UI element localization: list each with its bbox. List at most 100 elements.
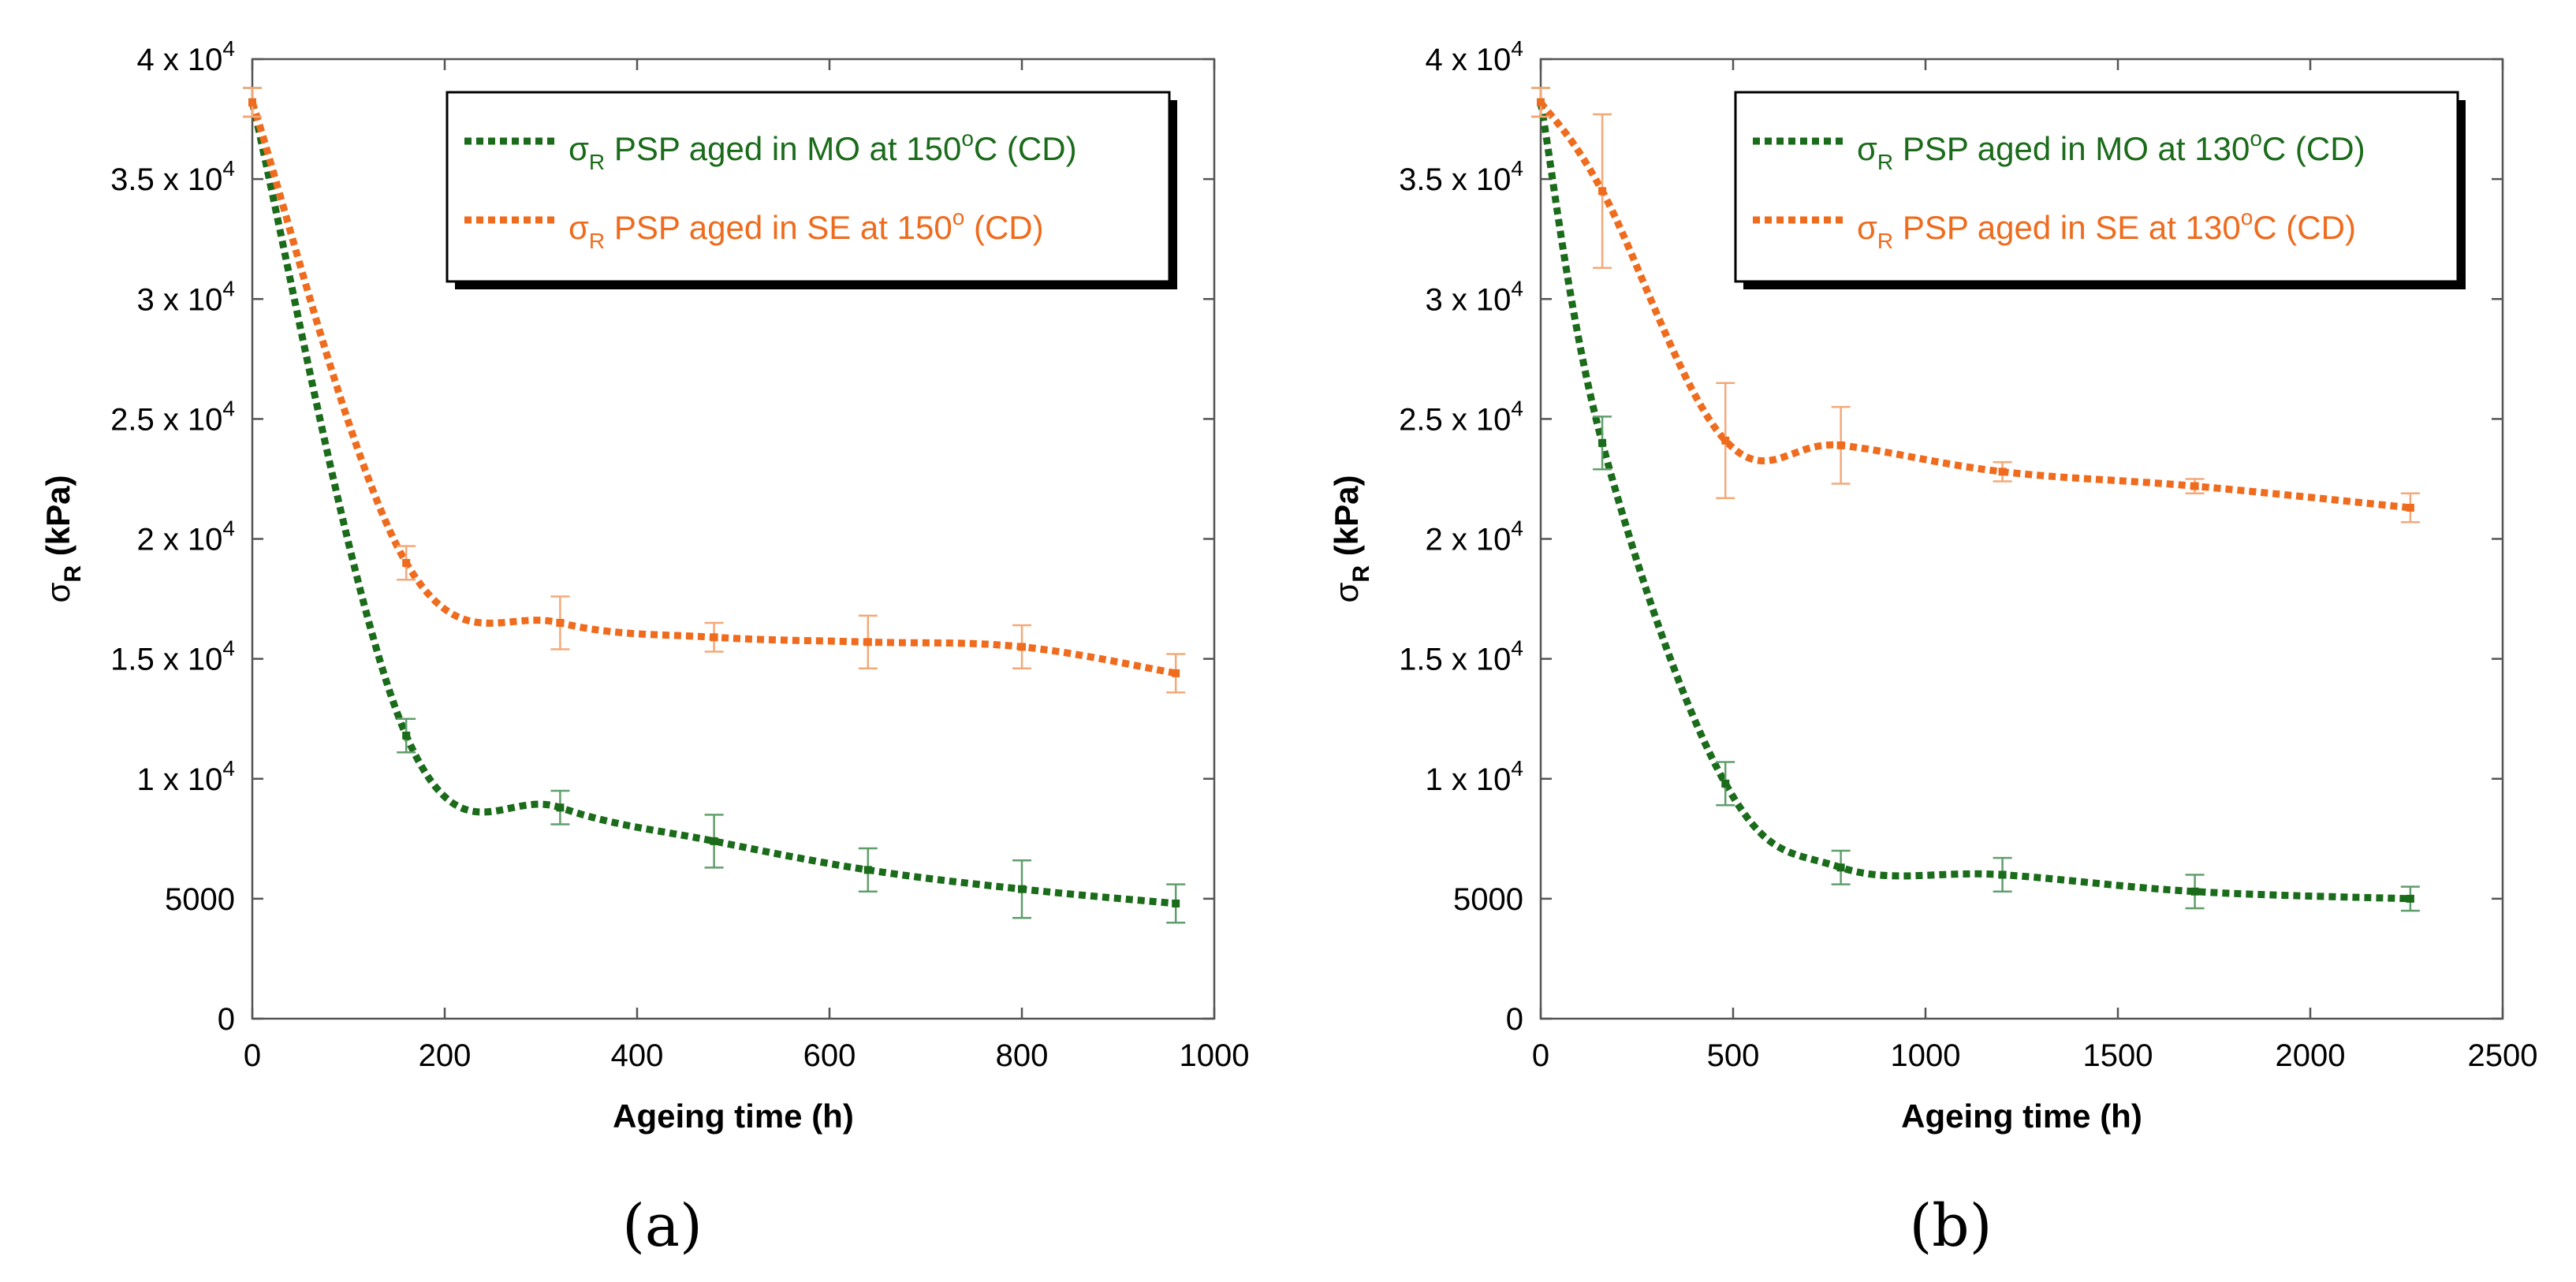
- legend-subscript: R: [589, 150, 605, 174]
- y-tick-mantissa: 1.5 x 10: [1399, 643, 1511, 677]
- data-point: [710, 837, 718, 845]
- legend-subscript: R: [1877, 229, 1893, 253]
- y-tick-mantissa: 3.5 x 10: [110, 162, 222, 197]
- legend-text-end: C (CD): [2253, 209, 2356, 246]
- y-tick-exponent: 4: [1511, 36, 1523, 61]
- legend-entry-1: σR PSP aged in SE at 130oC (CD): [1857, 205, 2356, 253]
- y-tick-label: 2.5 x 104: [1399, 396, 1523, 437]
- legend-box: [445, 91, 1171, 283]
- y-tick-label: 3.5 x 104: [110, 156, 235, 197]
- legend-text-end: C (CD): [974, 130, 1077, 167]
- y-tick-exponent: 4: [1511, 756, 1523, 781]
- legend-text-end: (CD): [964, 209, 1043, 246]
- y-tick-mantissa: 0: [218, 1002, 235, 1037]
- y-tick-label: 1 x 104: [1425, 756, 1523, 797]
- y-tick-mantissa: 1 x 10: [1425, 762, 1511, 797]
- legend-text-main: PSP aged in MO at 150: [605, 130, 961, 167]
- data-point: [556, 618, 565, 627]
- data-point: [1172, 669, 1180, 677]
- legend-symbol: σ: [569, 209, 589, 246]
- data-point: [1172, 899, 1180, 907]
- data-point: [710, 633, 718, 642]
- data-point: [863, 866, 872, 874]
- legend-subscript: R: [1877, 150, 1893, 174]
- y-tick-mantissa: 3 x 10: [1425, 282, 1511, 317]
- legend-text-main: PSP aged in SE at 130: [1893, 209, 2241, 246]
- y-tick-exponent: 4: [1511, 516, 1523, 541]
- legend-symbol: σ: [569, 130, 589, 167]
- data-point: [1598, 438, 1607, 447]
- y-tick-mantissa: 5000: [1453, 882, 1523, 917]
- data-point: [2190, 482, 2199, 490]
- legend-box: [1734, 91, 2459, 283]
- legend-entry-0: σR PSP aged in MO at 150oC (CD): [569, 126, 1077, 174]
- x-tick-label: 800: [996, 1038, 1049, 1073]
- y-tick-exponent: 4: [222, 636, 235, 661]
- x-axis-label: Ageing time (h): [1901, 1098, 2142, 1135]
- y-axis-label-subscript: R: [1348, 565, 1374, 583]
- panel-label: (b): [1909, 1192, 1992, 1260]
- y-tick-exponent: 4: [222, 756, 235, 781]
- x-tick-label: 1000: [1180, 1038, 1250, 1073]
- x-tick-label: 500: [1707, 1038, 1760, 1073]
- y-tick-label: 2.5 x 104: [110, 396, 235, 437]
- y-tick-mantissa: 0: [1506, 1002, 1523, 1037]
- legend-superscript: o: [961, 126, 974, 151]
- y-tick-mantissa: 2.5 x 10: [1399, 402, 1511, 437]
- y-tick-label: 1.5 x 104: [110, 636, 235, 677]
- y-tick-label: 3.5 x 104: [1399, 156, 1523, 197]
- data-point: [402, 731, 411, 740]
- y-axis-label-unit: (kPa): [39, 475, 76, 565]
- y-axis-label-symbol: σ: [39, 582, 76, 602]
- y-tick-mantissa: 2 x 10: [136, 523, 222, 557]
- legend-text-main: PSP aged in SE at 150: [605, 209, 952, 246]
- x-tick-label: 1500: [2083, 1038, 2153, 1073]
- y-tick-label: 3 x 104: [136, 276, 235, 317]
- y-axis-label: σR (kPa): [39, 475, 86, 603]
- series-line-0: [248, 101, 1176, 907]
- y-tick-exponent: 4: [1511, 276, 1523, 300]
- data-point: [1721, 436, 1730, 445]
- y-tick-mantissa: 4 x 10: [136, 43, 222, 77]
- x-tick-label: 0: [244, 1038, 261, 1073]
- x-tick-label: 1000: [1891, 1038, 1961, 1073]
- legend-entry-1: σR PSP aged in SE at 150o (CD): [569, 205, 1044, 253]
- y-tick-label: 3 x 104: [1425, 276, 1523, 317]
- y-tick-exponent: 4: [222, 516, 235, 541]
- y-tick-mantissa: 1.5 x 10: [110, 643, 222, 677]
- y-tick-label: 2 x 104: [1425, 516, 1523, 557]
- x-tick-label: 0: [1532, 1038, 1549, 1073]
- y-tick-mantissa: 3.5 x 10: [1399, 162, 1511, 197]
- legend-symbol: σ: [1857, 130, 1877, 167]
- series-line-0: [1537, 101, 2411, 903]
- legend-superscript: o: [2250, 126, 2262, 151]
- y-tick-mantissa: 3 x 10: [136, 282, 222, 317]
- y-tick-label: 2 x 104: [136, 516, 235, 557]
- data-point: [2406, 503, 2414, 512]
- y-tick-exponent: 4: [222, 276, 235, 300]
- data-point: [2190, 887, 2199, 896]
- chart-panel-b: 0 5000 1 x 104 1.5 x 104 2 x 104 2.5 x 104 3 x…: [1288, 0, 2576, 1282]
- chart-panel-a: 0 5000 1 x 104 1.5 x 104 2 x 104 2.5 x 104 3 x…: [39, 36, 1250, 1260]
- y-tick-exponent: 4: [1511, 396, 1523, 420]
- data-point: [863, 638, 872, 647]
- x-tick-label: 400: [611, 1038, 664, 1073]
- y-tick-mantissa: 4 x 10: [1425, 43, 1511, 77]
- y-tick-exponent: 4: [1511, 636, 1523, 661]
- data-point: [402, 558, 411, 567]
- data-point: [1018, 643, 1026, 651]
- y-axis-label-symbol: σ: [1328, 582, 1365, 602]
- data-point: [1018, 885, 1026, 893]
- y-tick-mantissa: 1 x 10: [136, 762, 222, 797]
- y-tick-exponent: 4: [222, 156, 235, 181]
- y-tick-exponent: 4: [222, 396, 235, 420]
- x-axis-label: Ageing time (h): [613, 1098, 854, 1135]
- y-tick-label: 5000: [1453, 882, 1523, 917]
- data-point: [556, 803, 565, 812]
- legend-superscript: o: [2241, 205, 2254, 229]
- y-tick-label: 4 x 104: [1425, 36, 1523, 77]
- data-point: [1537, 98, 1545, 106]
- series-line-1: [248, 101, 1176, 677]
- y-tick-exponent: 4: [222, 36, 235, 61]
